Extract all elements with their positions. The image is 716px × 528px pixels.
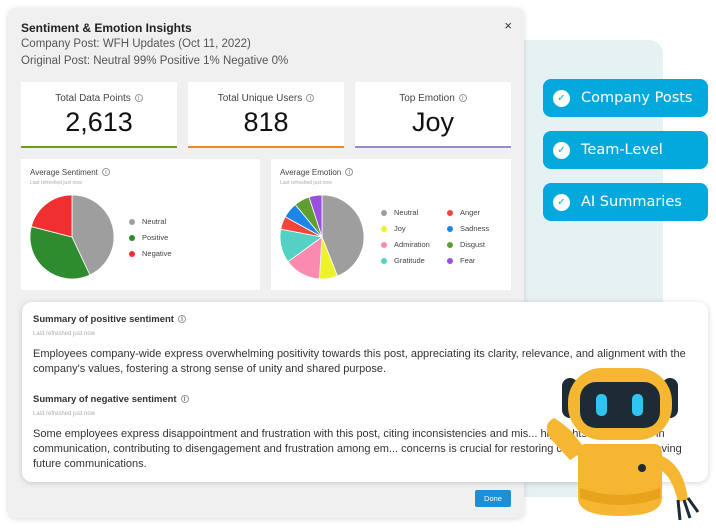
stat-card-top-emotion: Top Emotion i Joy [355,82,511,148]
stat-card-total-unique-users: Total Unique Users i 818 [188,82,344,148]
legend-swatch [447,225,453,232]
info-icon[interactable]: i [458,94,467,102]
legend-item-anger[interactable]: Anger [447,208,480,217]
close-icon[interactable]: × [504,18,512,33]
info-icon[interactable]: i [101,168,110,176]
stat-label: Total Data Points [55,93,131,104]
legend-swatch [447,209,453,216]
pie-slice-neutral[interactable] [71,194,115,276]
check-icon: ✓ [553,89,570,107]
legend-item-fear[interactable]: Fear [447,256,475,265]
legend-label: Anger [460,208,481,217]
legend-item-positive[interactable]: Positive [129,233,168,242]
legend-label: Neutral [394,208,419,217]
check-icon: ✓ [553,193,570,211]
negative-summary-text: Some employees express disappointment an… [33,428,682,470]
feature-label: Company Posts [581,90,693,106]
pie-slice-negative[interactable] [30,194,73,238]
legend-swatch [129,250,135,257]
chart-title: Average Emotion [280,168,342,177]
legend-label: Gratitude [394,256,425,265]
average-sentiment-chart: Average Sentiment i Last refreshed just n… [21,159,260,290]
legend-item-joy[interactable]: Joy [381,224,406,233]
legend-label: Sadness [460,224,490,233]
legend-label: Disgust [460,240,486,249]
feature-badge-company-posts: ✓ Company Posts [543,79,708,117]
legend-swatch [129,234,135,241]
legend-swatch [381,241,387,248]
legend-item-sadness[interactable]: Sadness [447,224,489,233]
legend-label: Neutral [142,217,167,226]
stat-value: Joy [411,107,455,137]
legend-swatch [381,257,387,264]
legend-item-neutral[interactable]: Neutral [381,208,418,217]
stat-accent-bar [355,146,511,148]
stat-accent-bar [188,146,344,148]
pie-svg [29,194,115,280]
stat-card-total-data-points: Total Data Points i 2,613 [21,82,177,148]
insights-modal: Sentiment & Emotion Insights × Company P… [8,8,524,518]
legend-item-gratitude[interactable]: Gratitude [381,256,425,265]
stat-value: 2,613 [65,107,133,137]
legend-swatch [381,225,387,232]
feature-label: AI Summaries [581,194,682,210]
info-icon[interactable]: i [134,94,143,102]
legend-label: Admiration [394,240,430,249]
pie-slice-fear[interactable] [308,194,323,238]
info-icon[interactable]: i [306,94,315,102]
legend-label: Fear [460,256,476,265]
legend-label: Joy [394,224,406,233]
legend-item-neutral[interactable]: Neutral [129,217,166,226]
feature-badge-team-level: ✓ Team-Level [543,131,708,169]
positive-summary-text: Employees company-wide express overwhelm… [33,348,686,375]
legend-label: Positive [142,233,169,242]
stat-label: Top Emotion [399,93,455,104]
legend-swatch [129,218,135,225]
pie-svg [279,194,365,280]
legend-item-admiration[interactable]: Admiration [381,240,430,249]
positive-refreshed: Last refreshed just now [33,331,96,337]
stat-accent-bar [21,146,177,148]
info-icon[interactable]: i [177,315,186,323]
info-icon[interactable]: i [345,168,354,176]
legend-swatch [447,241,453,248]
stat-value: 818 [243,107,289,137]
positive-summary-title: Summary of positive sentiment [33,314,174,325]
stat-label: Total Unique Users [217,93,303,104]
legend-item-negative[interactable]: Negative [129,249,172,258]
check-icon: ✓ [553,141,570,159]
legend-label: Negative [142,249,172,258]
info-icon[interactable]: i [180,395,189,403]
chart-title: Average Sentiment [30,168,98,177]
chart-subtitle: Last refreshed just now [30,180,82,186]
modal-title: Sentiment & Emotion Insights [21,21,192,35]
negative-summary-title: Summary of negative sentiment [33,394,177,405]
company-post-info: Company Post: WFH Updates (Oct 11, 2022) [21,38,251,50]
pie-slice-positive[interactable] [29,226,91,280]
legend-item-disgust[interactable]: Disgust [447,240,485,249]
chart-subtitle: Last refreshed just now [280,180,332,186]
average-emotion-chart: Average Emotion i Last refreshed just now… [271,159,511,290]
done-button[interactable]: Done [475,490,511,507]
feature-badge-ai-summaries: ✓ AI Summaries [543,183,708,221]
robot-mascot-illustration [546,368,700,521]
original-post-sentiment: Original Post: Neutral 99% Positive 1% N… [21,55,289,67]
negative-refreshed: Last refreshed just now [33,411,96,417]
pie-slice-neutral[interactable] [321,194,365,277]
legend-swatch [447,257,453,264]
feature-label: Team-Level [581,142,663,158]
legend-swatch [381,209,387,216]
